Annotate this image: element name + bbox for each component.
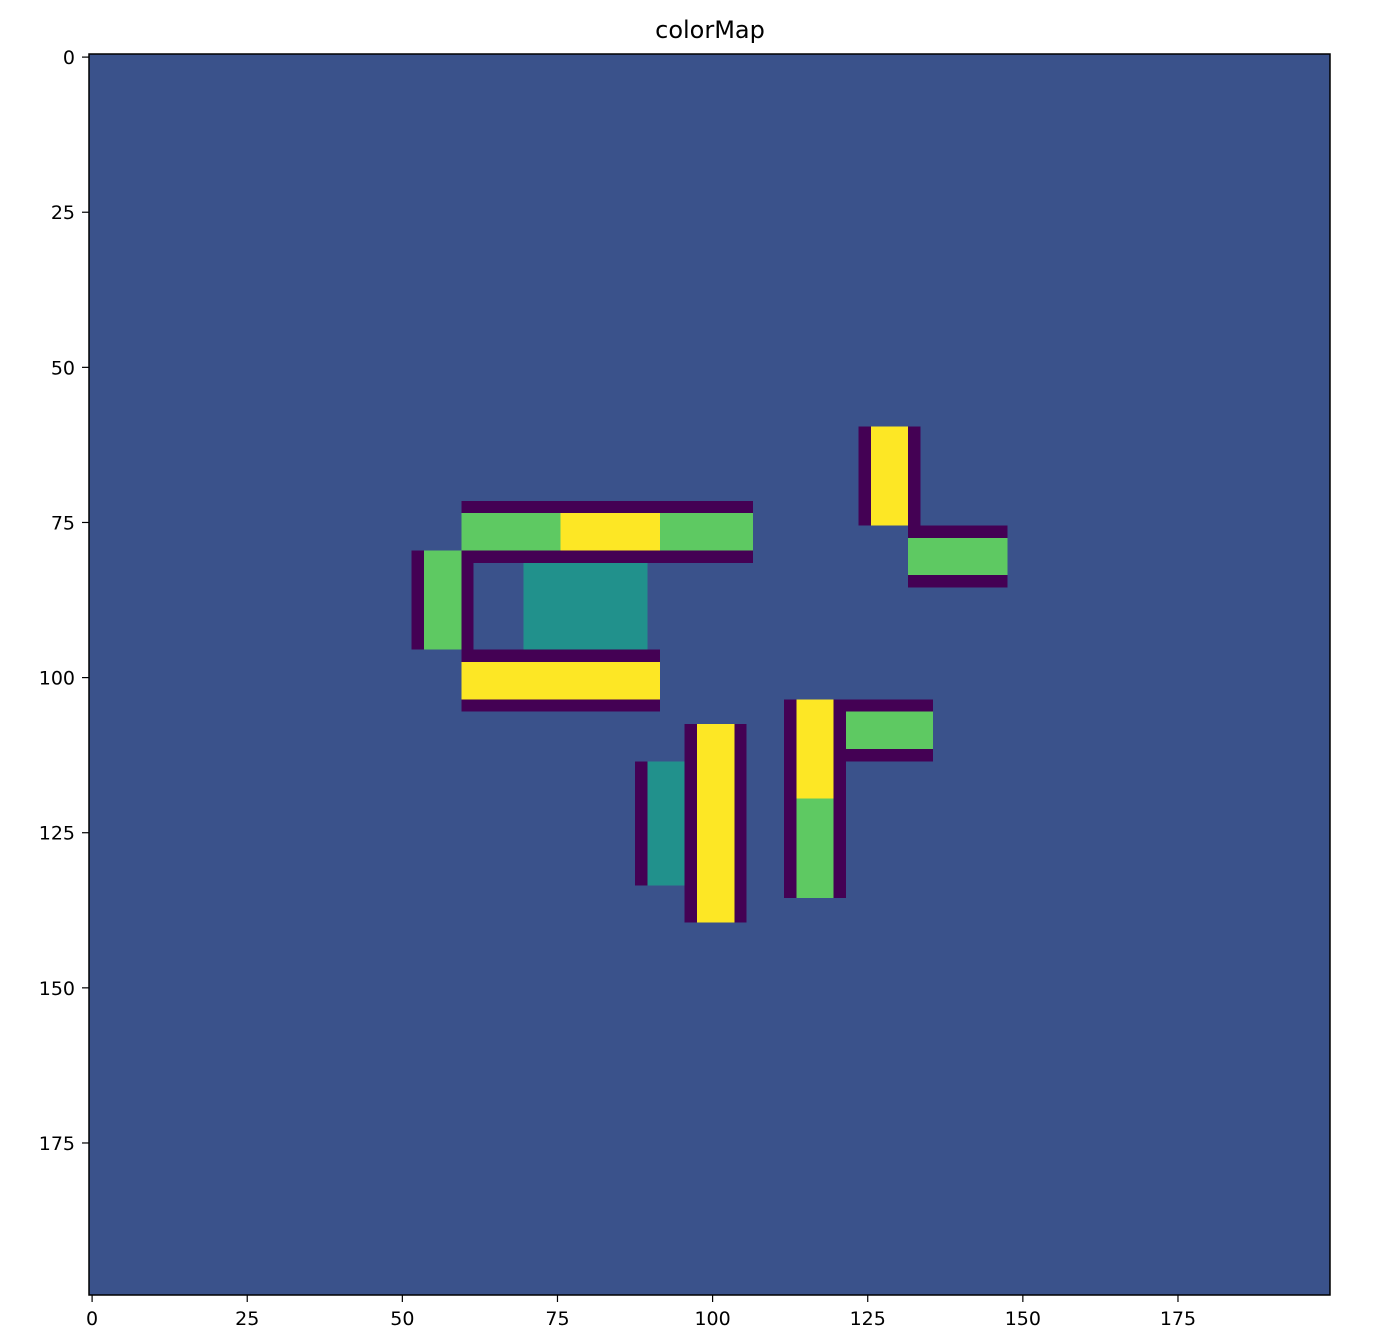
heatmap-block-9 xyxy=(461,649,660,663)
heatmap-cells xyxy=(411,426,1008,923)
heatmap-block-29 xyxy=(846,748,933,762)
heatmap-block-7 xyxy=(461,550,474,650)
x-tick-label: 75 xyxy=(545,1308,569,1330)
x-tick-label: 125 xyxy=(850,1308,886,1330)
chart-title: colorMap xyxy=(655,16,765,44)
heatmap-block-6 xyxy=(424,550,462,650)
plot-frame xyxy=(88,53,1331,1296)
x-tick-label: 175 xyxy=(1160,1308,1196,1330)
y-tick-label: 150 xyxy=(39,978,75,1000)
heatmap-block-26 xyxy=(833,699,847,898)
plot-background xyxy=(89,54,1330,1295)
y-tick-label: 125 xyxy=(39,823,75,845)
heatmap-block-3 xyxy=(659,513,753,551)
x-tick-label: 100 xyxy=(694,1308,730,1330)
y-tick-label: 75 xyxy=(51,512,75,534)
x-tick-label: 50 xyxy=(390,1308,414,1330)
heatmap-block-28 xyxy=(846,711,933,749)
heatmap-block-5 xyxy=(411,550,425,650)
x-tick-label: 25 xyxy=(235,1308,259,1330)
heatmap-block-19 xyxy=(647,761,685,886)
x-tick-label: 0 xyxy=(86,1308,98,1330)
heatmap-block-13 xyxy=(870,426,909,526)
heatmap-block-12 xyxy=(858,426,871,526)
heatmap-block-22 xyxy=(734,724,747,923)
heatmap-block-11 xyxy=(461,699,660,712)
heatmap-block-16 xyxy=(908,537,1008,576)
heatmap-block-23 xyxy=(783,699,797,898)
y-tick-label: 25 xyxy=(51,202,75,224)
heatmap-block-10 xyxy=(461,662,660,700)
heatmap-block-27 xyxy=(846,699,933,712)
y-tick-label: 100 xyxy=(39,668,75,690)
heatmap-block-2 xyxy=(560,513,660,551)
heatmap-block-0 xyxy=(461,500,753,514)
x-tick-label: 150 xyxy=(1005,1308,1041,1330)
heatmap-block-1 xyxy=(461,513,561,551)
heatmap-block-21 xyxy=(697,724,735,923)
heatmap-block-25 xyxy=(796,798,834,898)
heatmap-block-8 xyxy=(523,562,648,650)
heatmap-block-4 xyxy=(461,550,753,563)
heatmap-block-24 xyxy=(796,699,834,799)
heatmap-block-15 xyxy=(908,525,1008,538)
heatmap-block-14 xyxy=(908,426,921,526)
heatmap-block-20 xyxy=(684,724,698,923)
y-axis: 0 25 50 75 100 125 150 175 xyxy=(39,47,89,1155)
x-axis: 0 25 50 75 100 125 150 175 xyxy=(86,1295,1196,1330)
y-tick-label: 175 xyxy=(39,1133,75,1155)
y-tick-label: 0 xyxy=(63,47,75,69)
y-tick-label: 50 xyxy=(51,357,75,379)
heatmap-block-18 xyxy=(635,761,648,886)
heatmap-block-17 xyxy=(908,575,1008,588)
